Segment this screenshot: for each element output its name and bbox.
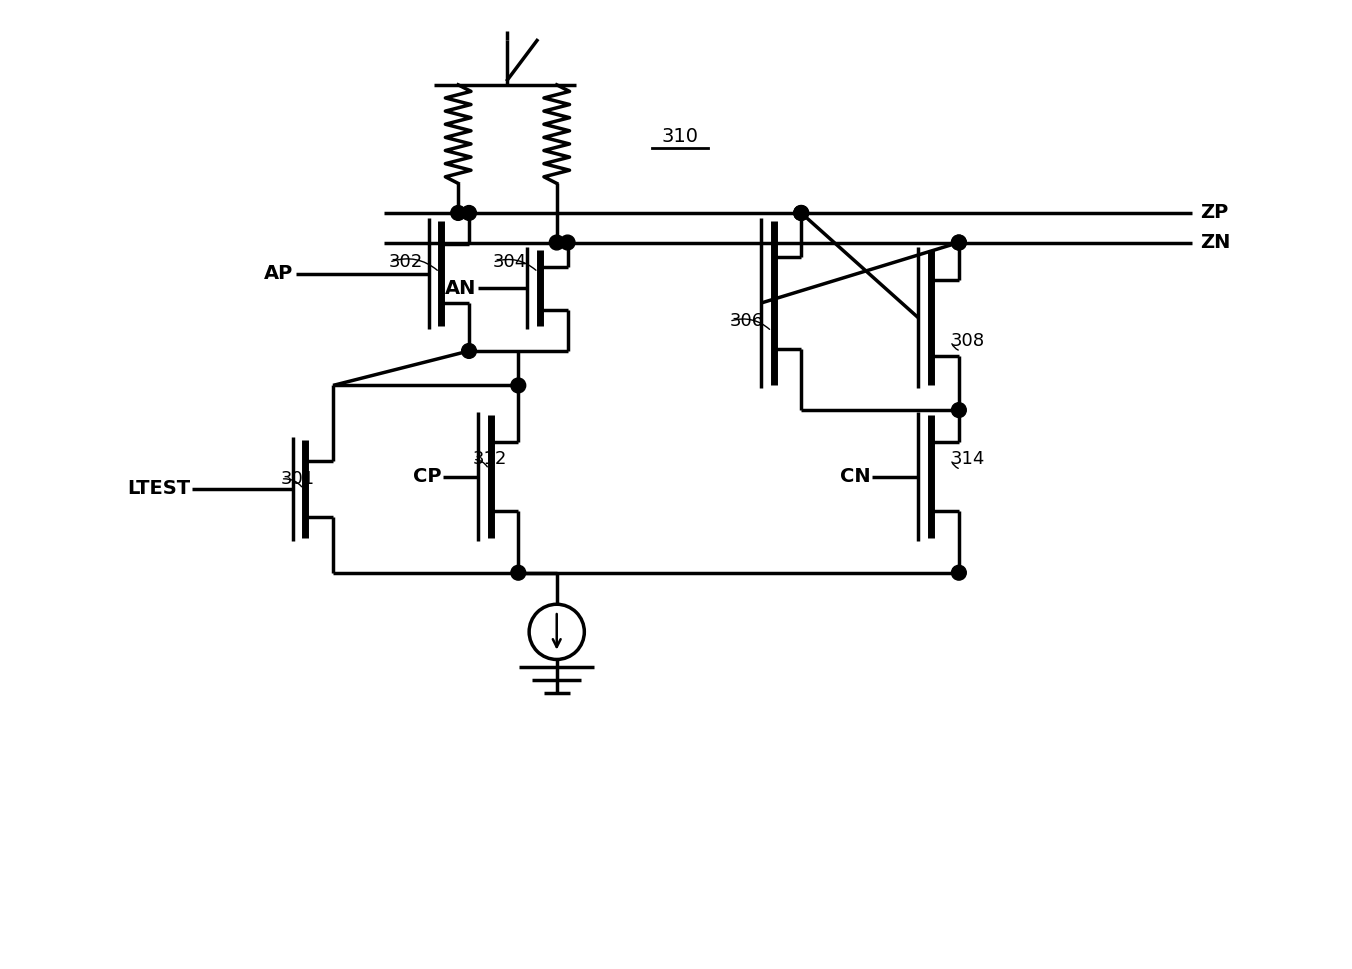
- Circle shape: [952, 403, 967, 418]
- Circle shape: [511, 565, 526, 580]
- Text: 301: 301: [281, 470, 315, 488]
- Circle shape: [450, 205, 465, 220]
- Text: 314: 314: [950, 451, 986, 468]
- Text: ZN: ZN: [1201, 233, 1230, 252]
- Circle shape: [511, 378, 526, 392]
- Circle shape: [461, 344, 476, 359]
- Text: 302: 302: [389, 253, 423, 271]
- Text: 310: 310: [661, 127, 699, 146]
- Circle shape: [952, 235, 967, 250]
- Circle shape: [560, 235, 575, 250]
- Text: AN: AN: [445, 279, 476, 297]
- Text: 306: 306: [729, 312, 764, 330]
- Circle shape: [549, 235, 564, 250]
- Text: CP: CP: [412, 467, 441, 486]
- Text: CN: CN: [840, 467, 871, 486]
- Text: 304: 304: [492, 253, 527, 271]
- Text: ZP: ZP: [1201, 203, 1229, 223]
- Circle shape: [952, 235, 967, 250]
- Text: AP: AP: [264, 265, 293, 283]
- Circle shape: [794, 205, 808, 220]
- Circle shape: [794, 205, 808, 220]
- Circle shape: [461, 205, 476, 220]
- Text: 312: 312: [473, 451, 507, 468]
- Circle shape: [952, 565, 967, 580]
- Text: 308: 308: [950, 332, 986, 350]
- Text: LTEST: LTEST: [127, 480, 191, 498]
